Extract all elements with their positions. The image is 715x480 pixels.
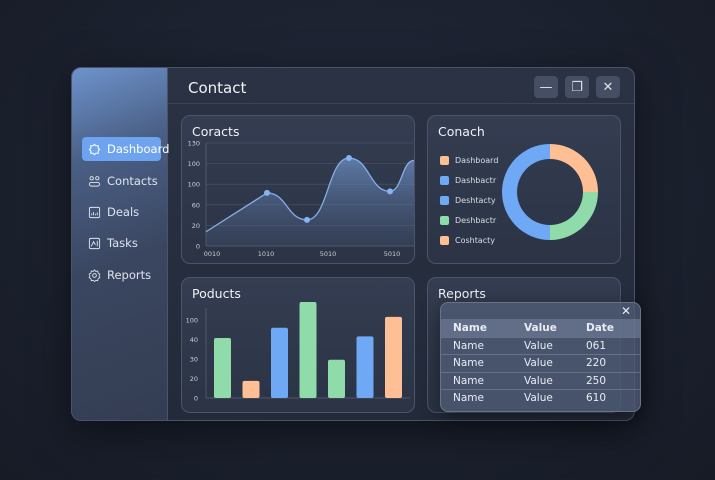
- chart-title: Coracts: [192, 124, 240, 139]
- minimize-button[interactable]: —: [534, 76, 558, 98]
- legend-label: Dashbactr: [455, 176, 497, 185]
- sidebar-item-contacts[interactable]: Contacts: [82, 169, 161, 193]
- legend-item: Dashboard: [440, 156, 498, 165]
- table-row[interactable]: Name Value 061: [441, 336, 640, 355]
- page-title: Contact: [188, 79, 247, 97]
- table-cell: Name: [453, 392, 484, 405]
- table-row[interactable]: Name Value 250: [441, 371, 640, 390]
- table-cell: Value: [524, 374, 553, 387]
- legend-label: Dashboard: [455, 156, 499, 165]
- sidebar-item-tasks[interactable]: Tasks: [82, 231, 161, 255]
- dashboard-icon: [88, 143, 101, 155]
- table-row[interactable]: Name Value 220: [441, 354, 640, 372]
- table-cell: 610: [586, 392, 607, 405]
- contacts-chart-card: Coracts: [181, 115, 415, 264]
- reports-table-popup: ✕ Name Value Date Name Value 061 Name Value 2…: [440, 302, 641, 412]
- table-cell: Name: [453, 357, 484, 370]
- table-cell: Value: [524, 392, 553, 405]
- gear-icon: [88, 268, 101, 282]
- legend-label: Deshtacty: [455, 196, 496, 205]
- sidebar: Dashboard Contacts Deals Tasks Reports: [72, 68, 169, 420]
- sidebar-item-deals[interactable]: Deals: [82, 200, 161, 224]
- legend-swatch: [440, 236, 449, 245]
- legend-label: Deshbactr: [455, 216, 497, 225]
- legend-item: Deshtacty: [440, 196, 496, 205]
- sidebar-item-label: Contacts: [107, 174, 158, 188]
- contacts-icon: [88, 175, 101, 187]
- sidebar-item-label: Tasks: [107, 236, 138, 250]
- legend-item: Dashbactr: [440, 176, 496, 185]
- tasks-icon: [88, 237, 101, 249]
- legend-item: Deshbactr: [440, 216, 496, 225]
- donut-chart-card: Conach Dashboard Dashbactr Deshtacty Des…: [427, 115, 621, 264]
- legend-swatch: [440, 156, 449, 165]
- sidebar-item-label: Deals: [107, 205, 140, 219]
- close-icon[interactable]: ✕: [620, 304, 631, 318]
- reports-title: Reports: [438, 286, 486, 301]
- sidebar-item-label: Reports: [107, 268, 152, 282]
- table-cell: Value: [524, 357, 553, 370]
- table-cell: 250: [586, 374, 607, 387]
- column-header[interactable]: Date: [586, 321, 614, 334]
- table-cell: Value: [524, 339, 553, 352]
- sidebar-item-reports[interactable]: Reports: [82, 263, 161, 287]
- products-chart-card: Poducts: [181, 277, 415, 413]
- table-cell: Name: [453, 339, 484, 352]
- header-divider: [168, 103, 634, 104]
- deals-icon: [88, 206, 101, 218]
- column-header[interactable]: Value: [524, 321, 557, 334]
- legend-item: Coshtacty: [440, 236, 495, 245]
- legend-label: Coshtacty: [455, 236, 496, 245]
- table-header: Name Value Date: [441, 319, 640, 337]
- legend-swatch: [440, 196, 449, 205]
- table-cell: 061: [586, 339, 607, 352]
- sidebar-item-label: Dashboard: [107, 142, 170, 156]
- close-button[interactable]: ✕: [596, 76, 620, 98]
- table-cell: 220: [586, 357, 607, 370]
- maximize-button[interactable]: ❐: [565, 76, 589, 98]
- table-cell: Name: [453, 374, 484, 387]
- column-header[interactable]: Name: [453, 321, 487, 334]
- chart-title: Conach: [438, 124, 485, 139]
- legend-swatch: [440, 216, 449, 225]
- chart-title: Poducts: [192, 286, 241, 301]
- sidebar-item-dashboard[interactable]: Dashboard: [82, 137, 169, 161]
- legend-swatch: [440, 176, 449, 185]
- table-row[interactable]: Name Value 610: [441, 389, 640, 407]
